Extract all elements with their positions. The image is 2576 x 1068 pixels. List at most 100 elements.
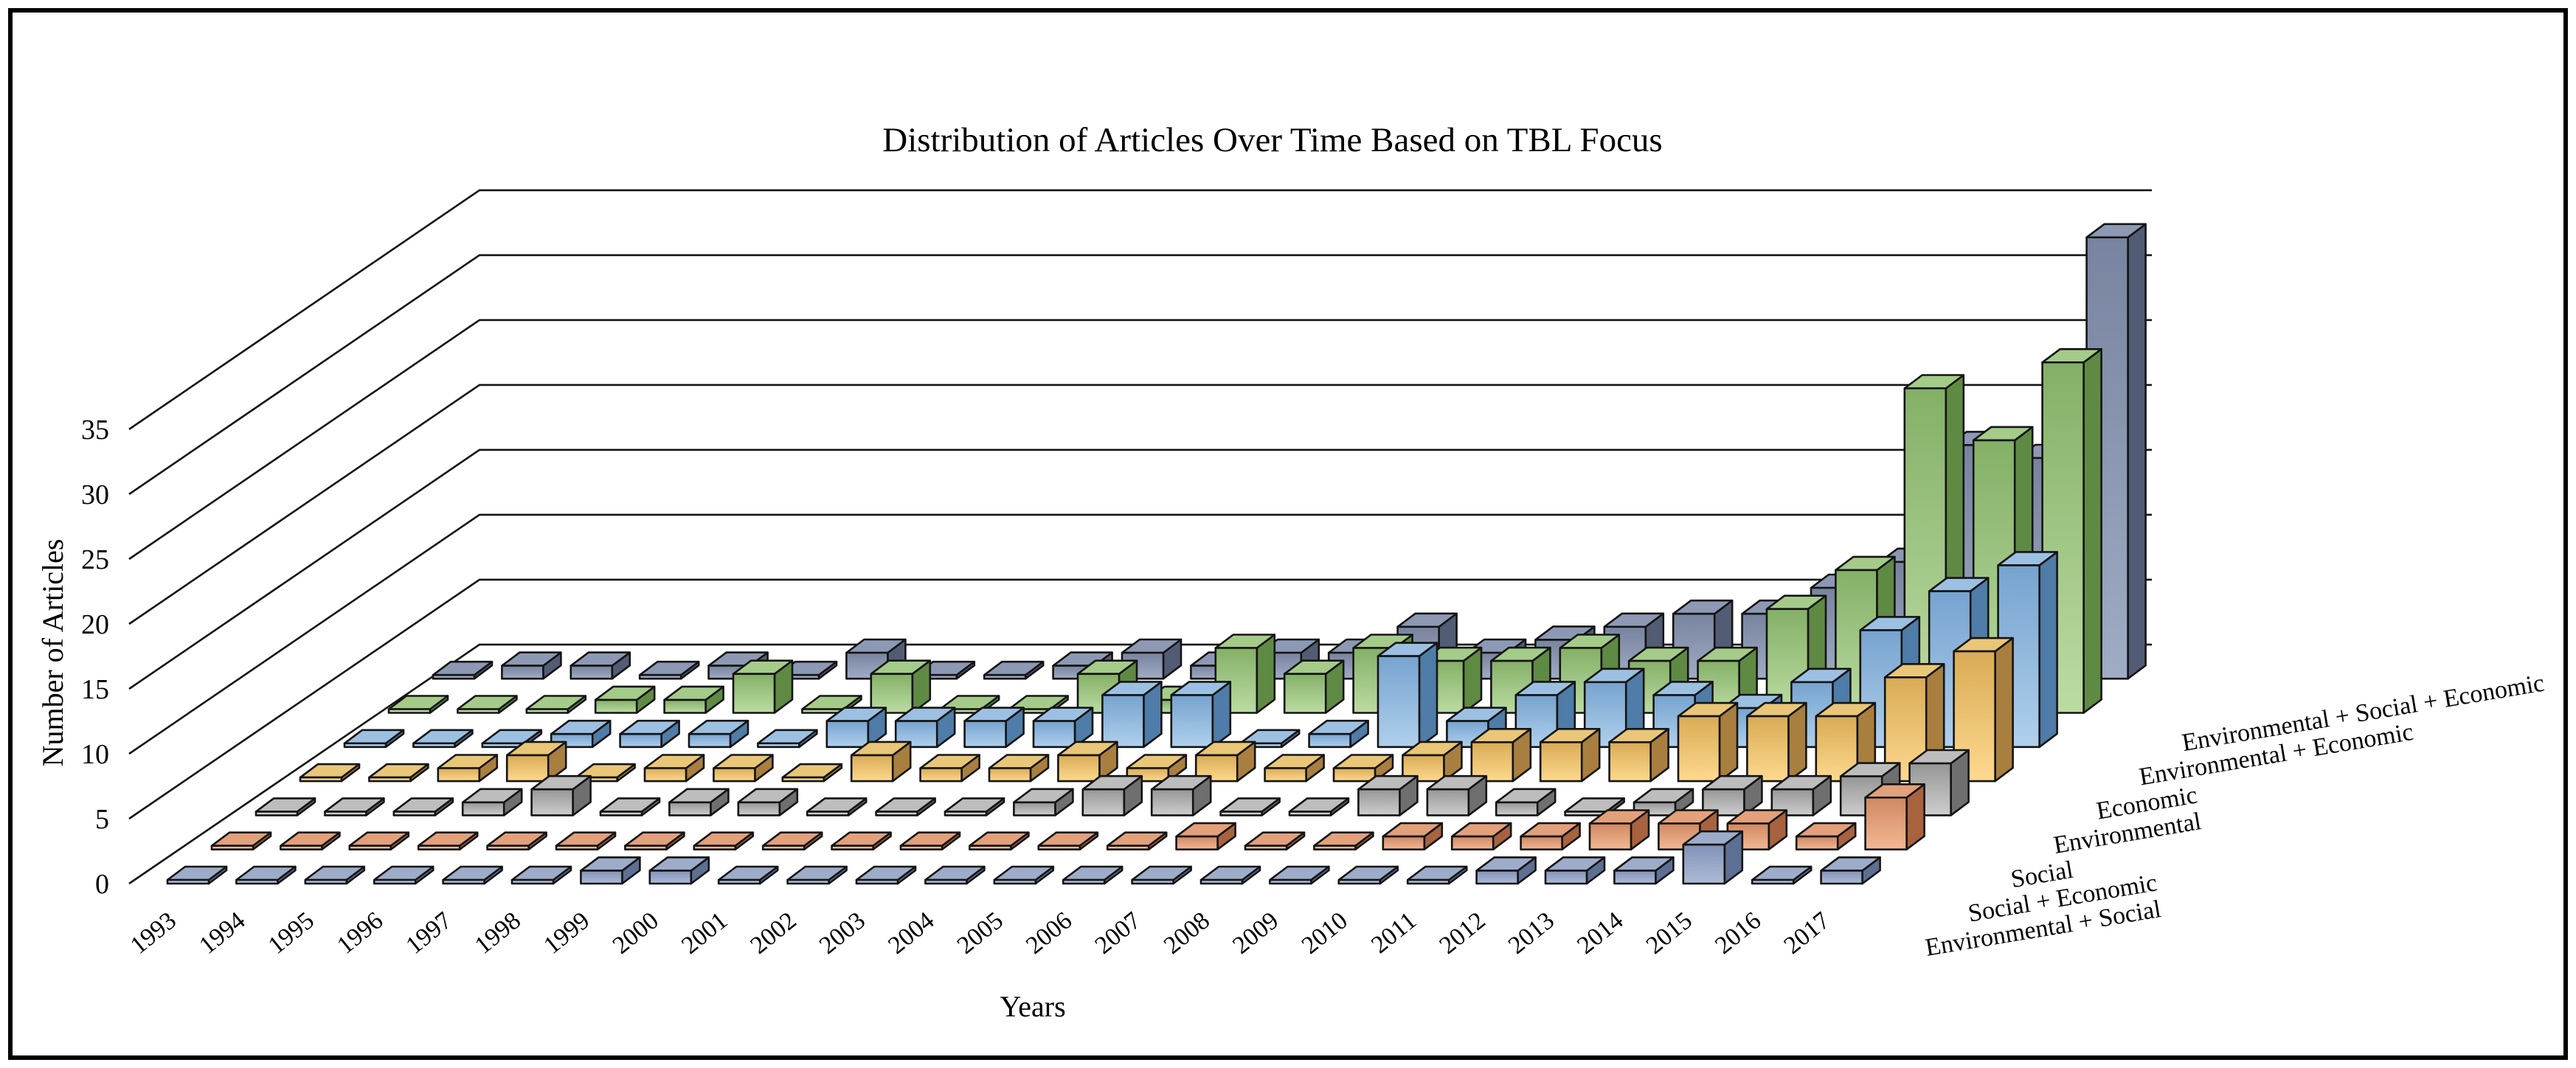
bar-social-economic-1995 bbox=[348, 831, 410, 850]
bar-social-2000 bbox=[737, 788, 799, 816]
bar-environmental-1997 bbox=[575, 763, 636, 783]
bar-environmental-economic-1993 bbox=[387, 695, 449, 714]
bar-social-economic-1997 bbox=[486, 831, 547, 850]
bar-social-economic-2010 bbox=[1382, 822, 1444, 850]
bars bbox=[166, 223, 2147, 885]
bar-environmental-2009 bbox=[1402, 741, 1463, 783]
gridline-15 bbox=[128, 448, 2152, 690]
y-tick-5: 5 bbox=[95, 804, 109, 835]
series-row-social bbox=[255, 749, 1970, 816]
bar-economic-1994 bbox=[412, 729, 474, 749]
bar-social-1994 bbox=[324, 797, 385, 816]
bar-environmental-social-1999 bbox=[580, 856, 641, 885]
gridline-20 bbox=[128, 384, 2152, 625]
gridline-10 bbox=[128, 513, 2152, 755]
bar-environmental-economic-1998 bbox=[732, 659, 794, 714]
y-tick-0: 0 bbox=[95, 869, 109, 900]
bar-social-1996 bbox=[461, 788, 523, 816]
bar-environmental-social-2004 bbox=[924, 865, 986, 885]
bar-economic-2008 bbox=[1377, 642, 1438, 749]
bar-environmental-2001 bbox=[850, 741, 912, 783]
bar-social-economic-1999 bbox=[624, 831, 685, 850]
bar-environmental-social-2013 bbox=[1544, 856, 1606, 885]
bar-environmental-social-2011 bbox=[1406, 865, 1468, 885]
y-axis-title: Number of Articles bbox=[36, 539, 69, 767]
bar-social-2008 bbox=[1288, 797, 1350, 816]
bar-environmental-social-1996 bbox=[373, 865, 434, 885]
bar-environmental-social-2015 bbox=[1682, 830, 1744, 885]
bar-environmental-2012 bbox=[1608, 728, 1669, 783]
chart-frame bbox=[8, 8, 2568, 1060]
bar-environmental-1994 bbox=[368, 763, 429, 783]
bar-social-2009 bbox=[1357, 774, 1419, 816]
bar-environmental-social-economic-1993 bbox=[432, 660, 494, 680]
bar-social-2004 bbox=[1013, 788, 1074, 816]
bar-environmental-social-1998 bbox=[510, 865, 572, 885]
bar-social-economic-1994 bbox=[280, 831, 341, 850]
bar-social-economic-1998 bbox=[555, 831, 617, 850]
bar-social-economic-2005 bbox=[1037, 831, 1099, 850]
bar-social-2015 bbox=[1770, 774, 1832, 816]
bar-social-2001 bbox=[806, 797, 868, 816]
bar-social-1999 bbox=[668, 788, 730, 816]
bar-social-economic-2016 bbox=[1795, 822, 1857, 850]
gridline-30 bbox=[128, 254, 2152, 496]
bar-environmental-2013 bbox=[1677, 701, 1739, 783]
bar-environmental-social-1993 bbox=[166, 865, 228, 885]
bar-economic-2001 bbox=[894, 707, 956, 749]
bar-social-2005 bbox=[1081, 774, 1143, 816]
bar-environmental-economic-2000 bbox=[870, 659, 932, 714]
gridline-35 bbox=[128, 189, 2152, 431]
y-tick-25: 25 bbox=[81, 544, 109, 575]
bar-environmental-economic-1994 bbox=[457, 695, 518, 714]
bar-economic-2004 bbox=[1101, 681, 1163, 749]
series-row-environmental-social bbox=[166, 830, 1881, 885]
bar-environmental-social-1995 bbox=[304, 865, 366, 885]
bar-social-economic-2004 bbox=[969, 831, 1030, 850]
bar-environmental-1993 bbox=[299, 763, 361, 783]
bar-environmental-social-2010 bbox=[1337, 865, 1399, 885]
bar-environmental-social-economic-1995 bbox=[569, 651, 631, 680]
bar-social-economic-2003 bbox=[899, 831, 961, 850]
bar-environmental-economic-1995 bbox=[525, 695, 587, 714]
bar-environmental-social-2003 bbox=[855, 865, 917, 885]
bar-economic-1999 bbox=[757, 729, 818, 749]
series-row-social-economic bbox=[210, 783, 1925, 850]
bar-social-2010 bbox=[1426, 774, 1488, 816]
bar-social-economic-2002 bbox=[831, 831, 892, 850]
bar-environmental-2011 bbox=[1539, 728, 1601, 783]
bar-economic-2007 bbox=[1308, 719, 1369, 749]
bar-environmental-2002 bbox=[919, 754, 980, 783]
bar-environmental-2007 bbox=[1264, 754, 1325, 783]
bar-environmental-social-2002 bbox=[786, 865, 848, 885]
bar-economic-2000 bbox=[825, 707, 887, 749]
y-tick-35: 35 bbox=[81, 415, 109, 445]
bar-social-2011 bbox=[1495, 788, 1557, 816]
bar-economic-2002 bbox=[963, 707, 1025, 749]
bar-social-economic-2006 bbox=[1106, 831, 1168, 850]
bar-environmental-social-economic-2003 bbox=[1121, 638, 1183, 680]
bar-social-2002 bbox=[875, 797, 936, 816]
bar-environmental-2017 bbox=[1953, 637, 2014, 783]
bar-environmental-social-2008 bbox=[1199, 865, 1261, 885]
bar-social-2006 bbox=[1150, 774, 1212, 816]
bar-social-1997 bbox=[530, 774, 592, 816]
bar-social-economic-1996 bbox=[417, 831, 479, 850]
bar-environmental-1995 bbox=[437, 754, 499, 783]
y-tick-20: 20 bbox=[81, 609, 109, 640]
bar-environmental-social-2007 bbox=[1131, 865, 1192, 885]
bar-environmental-social-economic-1994 bbox=[501, 651, 562, 680]
gridline-25 bbox=[128, 319, 2152, 561]
bar-environmental-social-economic-1996 bbox=[638, 660, 700, 680]
x-axis-title: Years bbox=[1000, 990, 1065, 1023]
bar-environmental-2014 bbox=[1746, 701, 1807, 783]
bar-social-2007 bbox=[1219, 797, 1281, 816]
bar-social-2014 bbox=[1702, 774, 1763, 816]
bar-social-economic-2017 bbox=[1864, 783, 1925, 850]
bar-environmental-social-2014 bbox=[1613, 856, 1675, 885]
bar-social-economic-2009 bbox=[1313, 831, 1374, 850]
bar-environmental-2008 bbox=[1332, 754, 1394, 783]
bar-environmental-social-2006 bbox=[1062, 865, 1123, 885]
